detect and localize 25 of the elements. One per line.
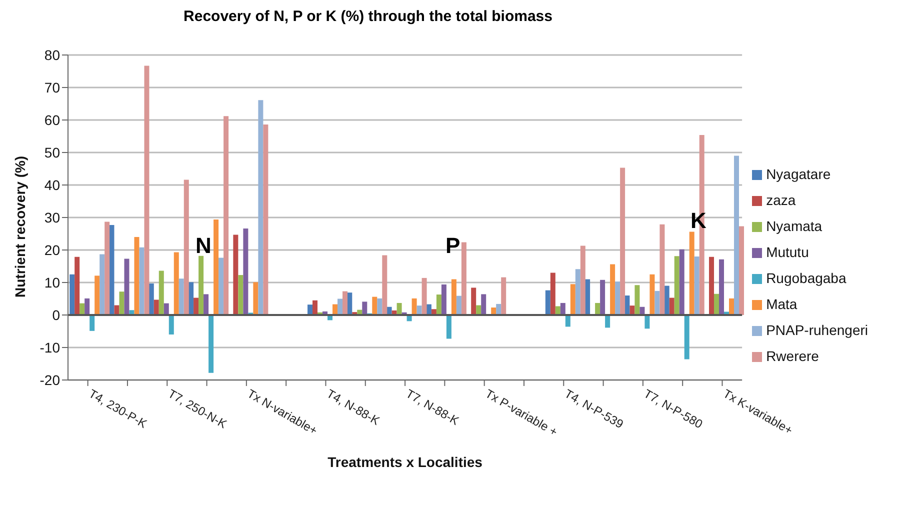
y-tick-label: 50 xyxy=(44,144,60,160)
legend-label: Mututu xyxy=(766,244,809,260)
y-tick-label: -20 xyxy=(40,372,60,388)
x-axis-title: Treatments x Localities xyxy=(328,454,483,470)
legend-label: Rugobagaba xyxy=(766,270,846,286)
y-tick-label: 70 xyxy=(44,79,60,96)
y-tick-label: 80 xyxy=(44,46,60,63)
legend-label: zaza xyxy=(766,192,796,208)
y-tick-label: 10 xyxy=(44,274,60,290)
annotation: P xyxy=(446,233,460,259)
legend-label: Nyamata xyxy=(766,218,822,234)
annotation: N xyxy=(196,233,212,259)
y-tick-label: -10 xyxy=(40,339,60,356)
legend-label: PNAP-ruhengeri xyxy=(766,322,868,338)
y-tick-label: 40 xyxy=(44,176,60,193)
y-tick-label: 30 xyxy=(44,209,60,226)
chart-title: Recovery of N, P or K (%) through the total biomass xyxy=(182,8,554,25)
y-tick-label: 20 xyxy=(44,242,60,258)
legend-label: Rwerere xyxy=(766,348,819,364)
y-tick-label: 60 xyxy=(44,112,60,128)
y-tick-label: 0 xyxy=(52,306,60,323)
annotation: K xyxy=(690,208,706,234)
legend-label: Nyagatare xyxy=(766,166,831,182)
y-axis-title: Nutrient recovery (%) xyxy=(12,156,28,298)
legend-label: Mata xyxy=(766,296,798,312)
